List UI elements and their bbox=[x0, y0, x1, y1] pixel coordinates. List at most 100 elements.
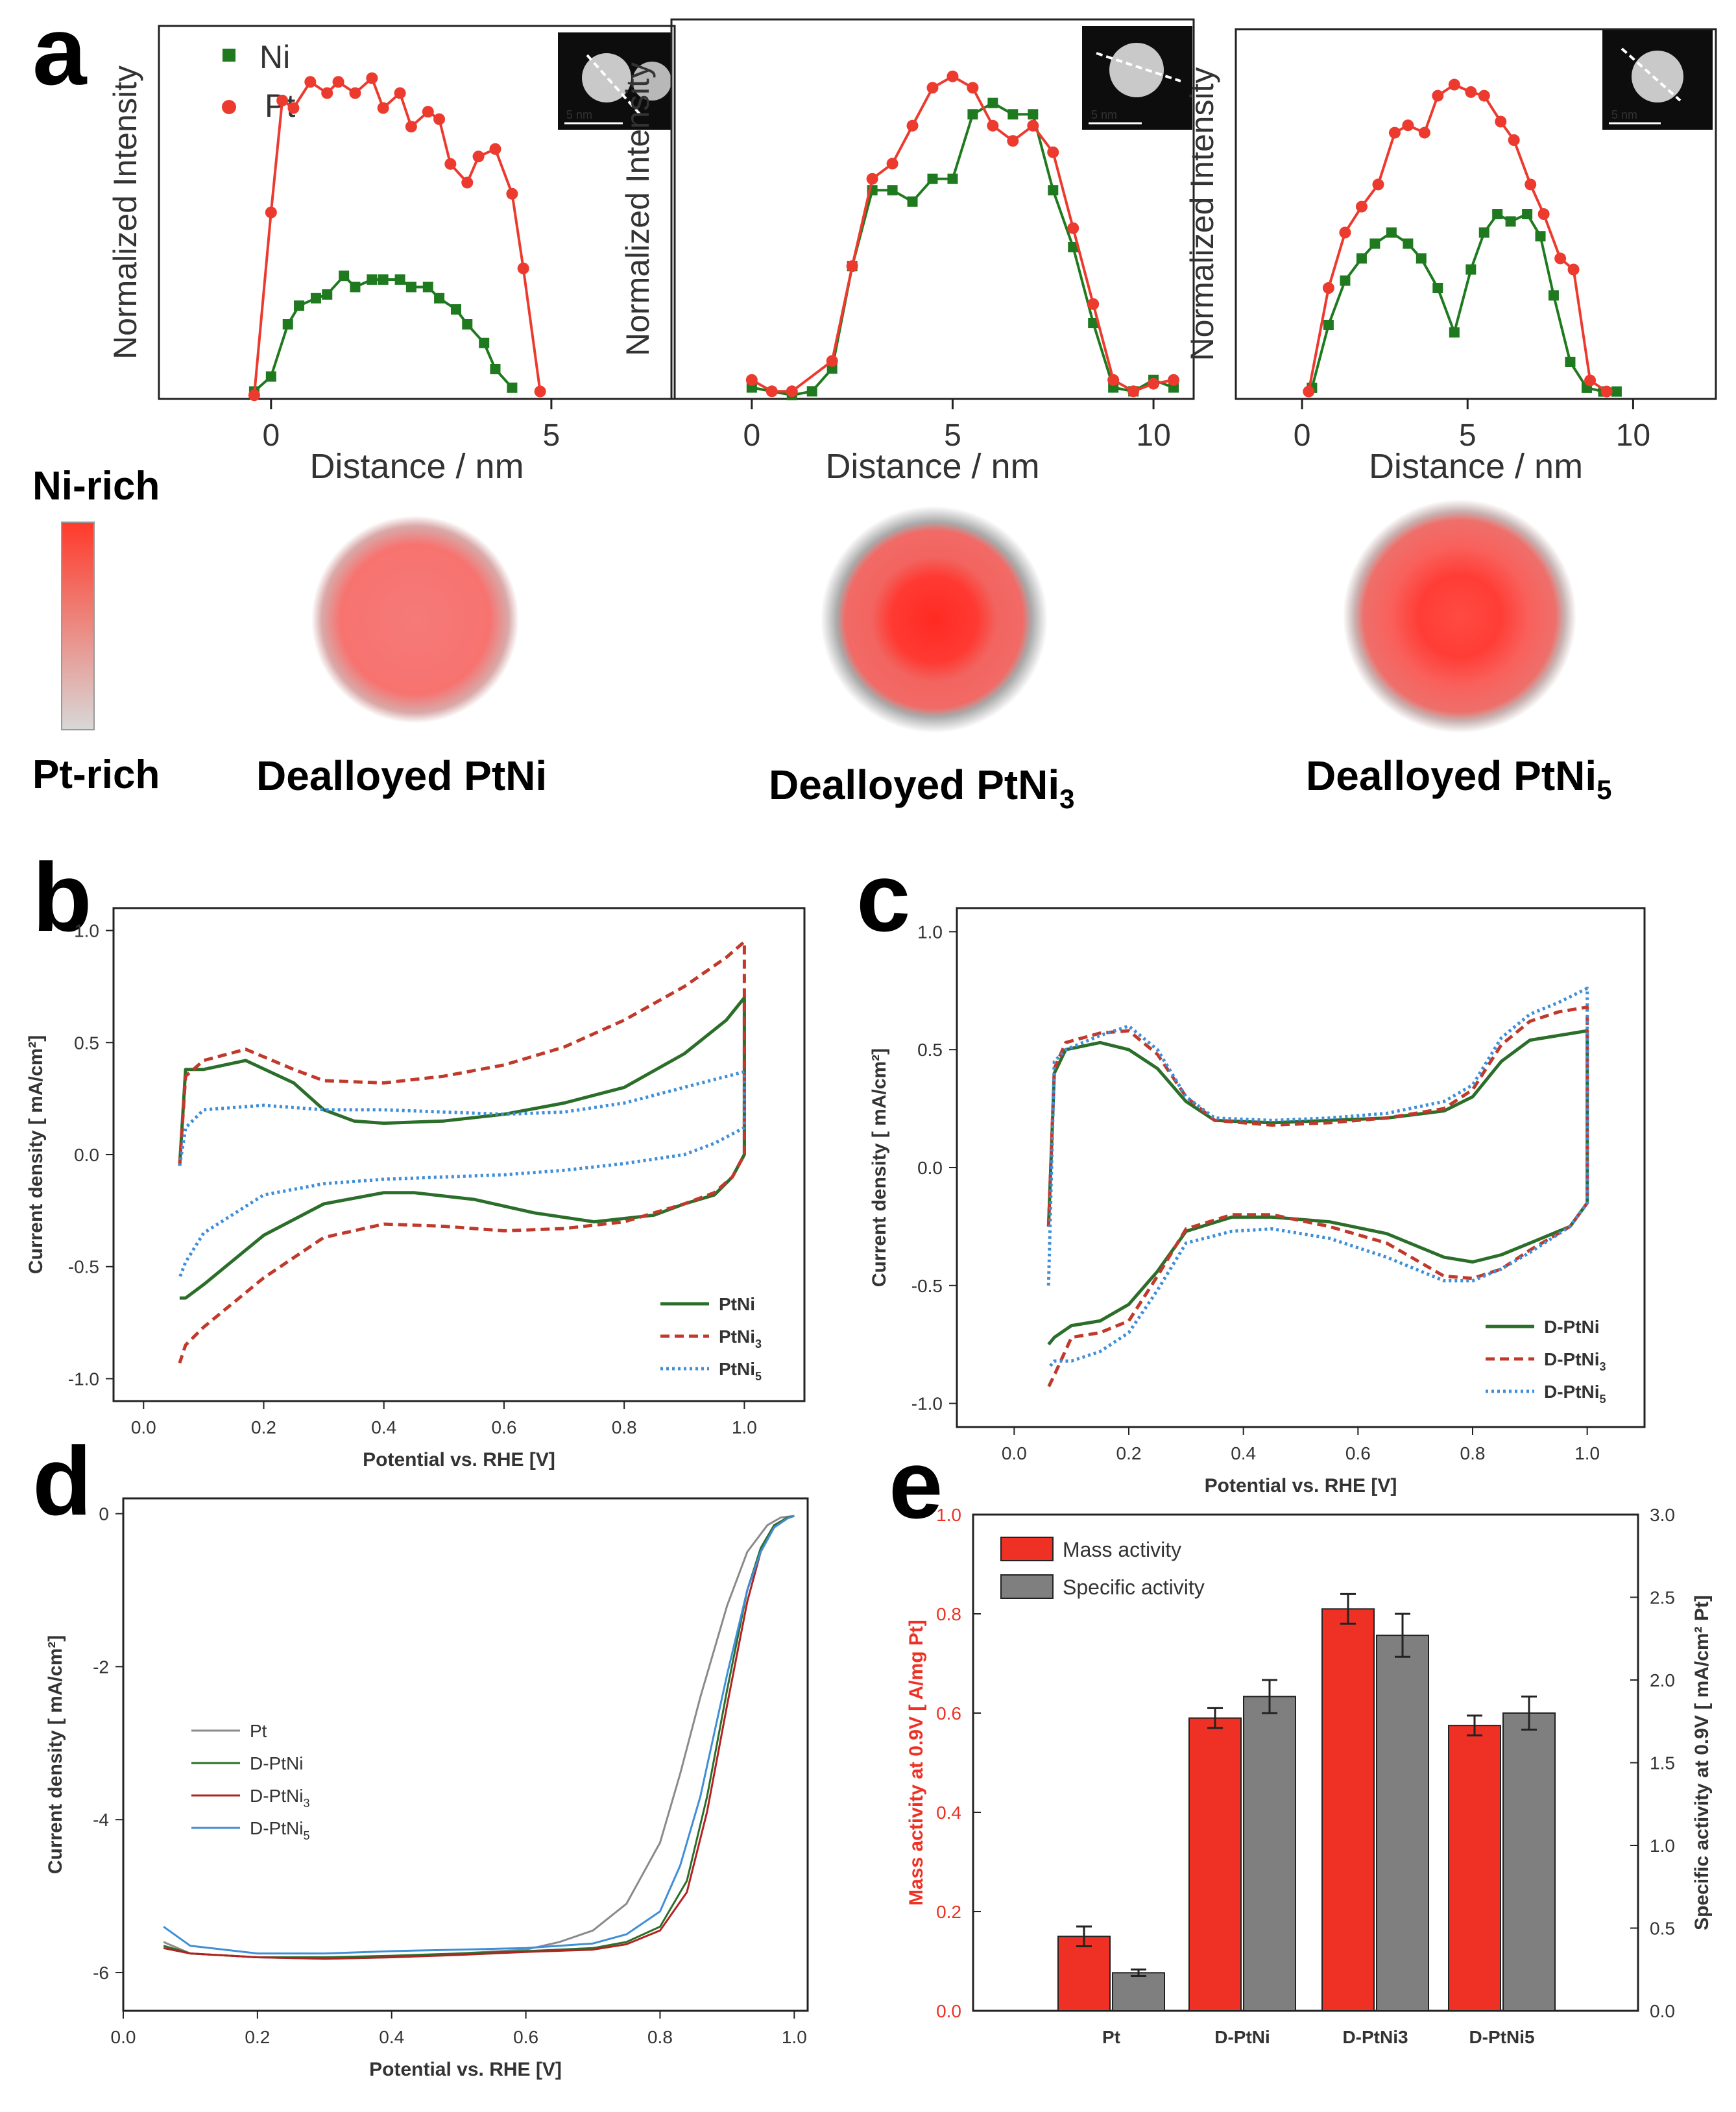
data-point-ni bbox=[1505, 216, 1516, 227]
x-tick-label: 0.6 bbox=[491, 1417, 516, 1437]
data-point-pt bbox=[332, 76, 344, 88]
legend-label: PtNi bbox=[719, 1294, 755, 1314]
y-tick-label: 0.0 bbox=[74, 1145, 99, 1165]
data-point-ni bbox=[422, 282, 433, 293]
particle-label-1: Dealloyed PtNi bbox=[256, 752, 547, 799]
scalebar-label-2: 5 nm bbox=[1091, 108, 1117, 121]
data-point-ni bbox=[462, 319, 473, 330]
y-left-tick-label: 0.6 bbox=[936, 1703, 961, 1723]
data-point-pt bbox=[276, 95, 289, 106]
data-point-ni bbox=[1028, 109, 1039, 120]
y-right-tick-label: 1.5 bbox=[1650, 1753, 1675, 1773]
plot-frame bbox=[670, 18, 1195, 400]
y-right-tick-label: 1.0 bbox=[1650, 1836, 1675, 1856]
y-axis-title: Current density [ mA/cm²] bbox=[25, 1035, 47, 1274]
x-tick-label: 0 bbox=[262, 418, 280, 453]
legend-label: PtNi5 bbox=[719, 1359, 762, 1383]
data-point-ni bbox=[1535, 231, 1546, 242]
bar-mass-activity bbox=[1057, 1936, 1111, 2011]
data-point-ni bbox=[450, 304, 461, 315]
data-point-pt bbox=[906, 119, 919, 132]
data-point-pt bbox=[1554, 252, 1567, 265]
x-tick-label: 0.0 bbox=[131, 1417, 156, 1437]
data-point-pt bbox=[1047, 146, 1059, 158]
data-point-ni bbox=[265, 371, 276, 382]
series-line-d-ptni bbox=[1046, 1029, 1589, 1346]
y-right-axis-title: Specific activity at 0.9V [ mA/cm² Pt] bbox=[1691, 1595, 1713, 1930]
x-tick-label: 10 bbox=[1616, 418, 1650, 453]
series-line-d-ptni5 bbox=[1046, 987, 1589, 1369]
data-point-pt bbox=[1465, 86, 1477, 98]
data-point-pt bbox=[422, 106, 434, 118]
tem-inset-2: 5 nm bbox=[1082, 26, 1192, 130]
y-tick-label: -0.5 bbox=[911, 1276, 943, 1296]
plot-frame bbox=[1235, 28, 1717, 400]
chart-e: 0.0 0.2 0.4 0.6 0.8 1.0 0.0 0.5 1.0 1.5 2.0 2.5 3.0 M… bbox=[906, 1505, 1713, 2047]
data-point-ni bbox=[987, 97, 998, 108]
y-left-tick-label: 0.8 bbox=[936, 1604, 961, 1624]
x-category-label: D-PtNi5 bbox=[1469, 2027, 1534, 2047]
x-category-label: D-PtNi3 bbox=[1342, 2027, 1408, 2047]
data-point-pt bbox=[394, 87, 406, 99]
data-point-pt bbox=[1339, 226, 1351, 239]
bar-mass-activity bbox=[1321, 1608, 1375, 2012]
y-right-tick-label: 0.0 bbox=[1650, 2001, 1675, 2021]
data-point-pt bbox=[1303, 385, 1315, 398]
data-point-pt bbox=[1525, 178, 1537, 191]
data-point-pt bbox=[1372, 178, 1384, 191]
data-point-ni bbox=[1088, 318, 1099, 328]
series-line-ni bbox=[751, 101, 1174, 397]
series-line-pt bbox=[252, 77, 542, 396]
data-point-pt bbox=[1448, 78, 1460, 91]
data-point-pt bbox=[946, 70, 959, 82]
legend-label: D-PtNi bbox=[1544, 1317, 1600, 1337]
particle-dealloyed-ptni5 bbox=[1343, 499, 1576, 733]
x-axis-title: Potential vs. RHE [V] bbox=[369, 2059, 562, 2080]
y-tick-label: 0.0 bbox=[917, 1158, 943, 1178]
particle-dealloyed-ptni bbox=[311, 516, 519, 723]
data-point-pt bbox=[1087, 298, 1100, 310]
data-point-pt bbox=[472, 150, 485, 163]
x-axis-title: Potential vs. RHE [V] bbox=[363, 1449, 555, 1470]
particle-label-3: Dealloyed PtNi5 bbox=[1306, 752, 1611, 805]
y-tick-label: 0.5 bbox=[74, 1033, 99, 1053]
data-point-ni bbox=[507, 382, 518, 393]
data-point-ni bbox=[490, 364, 501, 374]
series-line-pt bbox=[1307, 83, 1608, 393]
x-axis-title: Potential vs. RHE [V] bbox=[1205, 1475, 1397, 1496]
series-line-d-ptni3 bbox=[1046, 1005, 1589, 1388]
x-tick-label: 5 bbox=[543, 418, 561, 453]
data-point-pt bbox=[349, 87, 361, 99]
y-right-tick-label: 2.0 bbox=[1650, 1670, 1675, 1690]
data-point-pt bbox=[1127, 385, 1140, 398]
y-tick-label: 0 bbox=[99, 1504, 109, 1524]
data-point-pt bbox=[534, 385, 546, 398]
x-tick-label: 0.4 bbox=[1231, 1443, 1256, 1463]
panel-label-d: d bbox=[32, 1426, 92, 1535]
x-tick-label: 0.0 bbox=[1002, 1443, 1027, 1463]
bar-specific-activity bbox=[1243, 1696, 1296, 2011]
x-tick-label: 5 bbox=[944, 418, 961, 453]
legend-pt-marker bbox=[222, 100, 236, 114]
data-point-ni bbox=[1416, 253, 1427, 264]
plot-frame bbox=[956, 907, 1646, 1428]
panel-label-e: e bbox=[889, 1430, 943, 1539]
data-point-ni bbox=[967, 109, 978, 120]
data-point-ni bbox=[887, 185, 898, 196]
x-tick-label: 0.6 bbox=[1345, 1443, 1371, 1463]
x-tick-label: 1.0 bbox=[782, 2027, 807, 2047]
x-axis-title: Distance / nm bbox=[825, 447, 1039, 486]
y-left-tick-label: 0.4 bbox=[936, 1803, 961, 1823]
tem-inset-3: 5 nm bbox=[1602, 29, 1713, 130]
data-point-pt bbox=[1148, 378, 1160, 390]
x-tick-label: 5 bbox=[1459, 418, 1477, 453]
data-point-ni bbox=[1356, 253, 1367, 264]
data-point-pt bbox=[826, 355, 838, 367]
y-tick-label: -6 bbox=[93, 1963, 109, 1983]
data-point-pt bbox=[1600, 385, 1613, 398]
data-point-pt bbox=[1107, 374, 1120, 386]
y-tick-label: 1.0 bbox=[74, 921, 99, 941]
scalebar-label-3: 5 nm bbox=[1611, 108, 1637, 121]
x-tick-label: 0.2 bbox=[251, 1417, 276, 1437]
x-tick-label: 1.0 bbox=[1574, 1443, 1600, 1463]
